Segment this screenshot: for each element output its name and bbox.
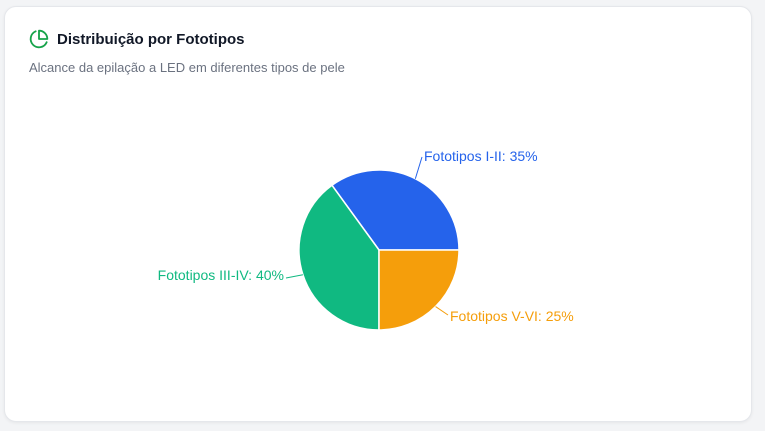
- card-title: Distribuição por Fototipos: [57, 30, 245, 48]
- slice-label: Fototipos I-II: 35%: [424, 148, 538, 164]
- card-subtitle: Alcance da epilação a LED em diferentes …: [29, 60, 345, 75]
- pie-slice[interactable]: [330, 169, 460, 251]
- label-leader-line: [285, 274, 304, 279]
- slice-label: Fototipos III-IV: 40%: [158, 267, 284, 283]
- label-leader-line: [435, 306, 449, 316]
- slice-label: Fototipos V-VI: 25%: [450, 308, 574, 324]
- pie-chart-icon: [29, 29, 49, 49]
- pie-slice[interactable]: [298, 184, 380, 331]
- label-leader-line: [414, 156, 423, 179]
- card-header: Distribuição por Fototipos: [29, 29, 245, 49]
- pie-slice[interactable]: [378, 249, 460, 331]
